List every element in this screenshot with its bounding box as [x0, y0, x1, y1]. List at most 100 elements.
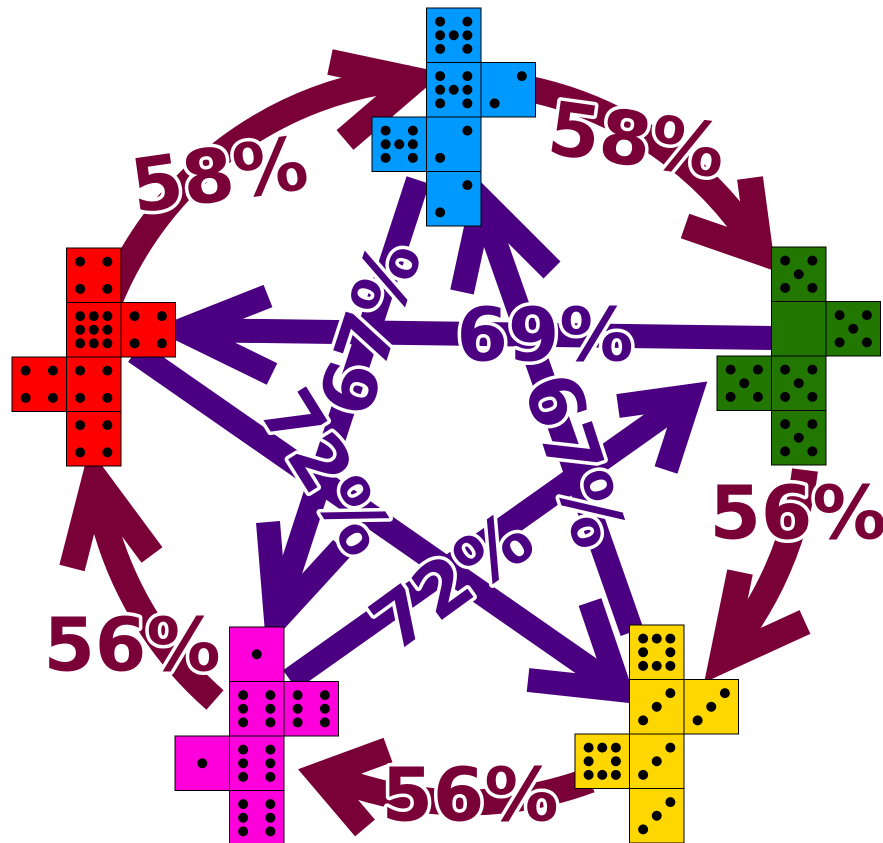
pip — [394, 139, 404, 149]
pip — [265, 704, 275, 714]
outer-label: 58% — [543, 86, 730, 196]
pip — [75, 257, 85, 267]
pip — [665, 634, 675, 644]
pip — [638, 661, 648, 671]
die-face — [67, 357, 122, 412]
pip — [638, 824, 648, 834]
die-face — [630, 625, 685, 680]
pip — [102, 447, 112, 457]
pip — [89, 311, 99, 321]
pip — [435, 207, 445, 217]
die-face — [284, 682, 339, 737]
pip — [726, 365, 736, 375]
pip — [794, 433, 804, 443]
pip — [652, 756, 662, 766]
pip — [449, 85, 459, 95]
inner-label: 67% — [506, 363, 643, 558]
pip — [102, 325, 112, 335]
pip — [102, 311, 112, 321]
pip — [238, 799, 248, 809]
pip — [638, 715, 648, 725]
pip — [435, 85, 445, 95]
pip — [435, 17, 445, 27]
pip — [848, 324, 858, 334]
pip — [75, 393, 85, 403]
pip — [238, 772, 248, 782]
pip — [462, 44, 472, 54]
pip — [265, 813, 275, 823]
outer-label: 56% — [709, 471, 883, 557]
pip — [75, 325, 85, 335]
pip — [652, 634, 662, 644]
pip — [435, 71, 445, 81]
pip — [89, 325, 99, 335]
pip — [807, 283, 817, 293]
pip — [706, 702, 716, 712]
outer-label: 58% — [126, 121, 313, 231]
pip — [408, 139, 418, 149]
pip — [157, 311, 167, 321]
pip — [720, 688, 730, 698]
pip — [265, 772, 275, 782]
pip — [197, 758, 207, 768]
pip — [435, 153, 445, 163]
pip — [238, 690, 248, 700]
pip — [584, 756, 594, 766]
pip — [75, 338, 85, 348]
pip — [48, 366, 58, 376]
pip — [584, 770, 594, 780]
pip — [102, 393, 112, 403]
pip — [652, 811, 662, 821]
die-face — [481, 63, 536, 118]
pip — [265, 799, 275, 809]
pip — [75, 284, 85, 294]
pip — [75, 311, 85, 321]
pip — [265, 758, 275, 768]
pip — [597, 743, 607, 753]
outer-label: 56% — [381, 753, 558, 839]
pip — [157, 338, 167, 348]
pip — [807, 419, 817, 429]
pip — [320, 717, 330, 727]
pip — [21, 366, 31, 376]
pip — [102, 338, 112, 348]
pip — [462, 180, 472, 190]
die — [12, 248, 176, 466]
pip — [807, 446, 817, 456]
pip — [130, 311, 140, 321]
pip — [238, 813, 248, 823]
pip — [435, 98, 445, 108]
die-face — [427, 117, 482, 172]
pip — [807, 392, 817, 402]
pip — [320, 704, 330, 714]
pip — [238, 717, 248, 727]
pip — [462, 126, 472, 136]
pip — [238, 826, 248, 836]
pip — [21, 393, 31, 403]
pip — [693, 715, 703, 725]
pip — [381, 126, 391, 136]
die-face — [230, 791, 285, 843]
pip — [238, 758, 248, 768]
die — [372, 8, 536, 226]
die-face — [772, 302, 827, 357]
pip — [584, 743, 594, 753]
pip — [130, 338, 140, 348]
pip — [381, 153, 391, 163]
pip — [665, 688, 675, 698]
pip — [435, 44, 445, 54]
pip — [265, 690, 275, 700]
pip — [293, 690, 303, 700]
pip — [780, 283, 790, 293]
pip — [462, 71, 472, 81]
pip — [293, 717, 303, 727]
pip — [102, 420, 112, 430]
pip — [794, 269, 804, 279]
pip — [320, 690, 330, 700]
pip — [462, 98, 472, 108]
pip — [780, 256, 790, 266]
pip — [638, 647, 648, 657]
dice — [12, 8, 881, 843]
pip — [265, 745, 275, 755]
pip — [638, 770, 648, 780]
